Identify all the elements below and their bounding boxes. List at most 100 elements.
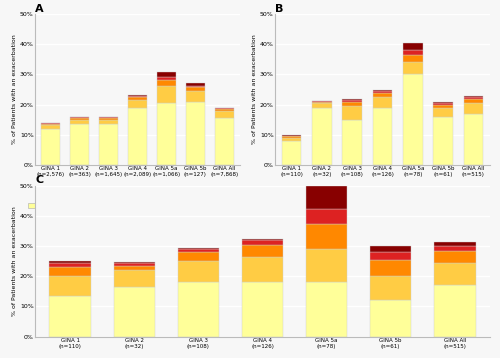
Bar xyxy=(178,261,219,282)
Bar xyxy=(242,282,284,337)
Y-axis label: % of Patients with an exacerbation: % of Patients with an exacerbation xyxy=(12,207,17,316)
Bar xyxy=(157,81,176,87)
Bar xyxy=(70,124,89,165)
Bar xyxy=(114,263,155,266)
Bar xyxy=(306,249,348,282)
Text: C: C xyxy=(35,175,43,185)
Bar xyxy=(178,249,219,252)
Bar xyxy=(434,263,476,285)
Bar xyxy=(242,239,284,240)
Bar xyxy=(178,248,219,249)
Bar xyxy=(282,137,302,141)
Bar xyxy=(114,287,155,337)
Legend: 1, 2, 3, 4, 5+: 1, 2, 3, 4, 5+ xyxy=(28,195,110,209)
Bar xyxy=(372,97,392,107)
Bar xyxy=(434,285,476,337)
Bar xyxy=(372,90,392,91)
Bar xyxy=(42,123,60,124)
Bar xyxy=(242,240,284,245)
Bar xyxy=(50,267,91,276)
Bar xyxy=(214,107,234,108)
Bar xyxy=(312,102,332,103)
Bar xyxy=(433,117,453,165)
Bar xyxy=(434,246,476,251)
Bar xyxy=(42,129,60,165)
Bar xyxy=(306,224,348,249)
Bar xyxy=(114,266,155,270)
Y-axis label: % of Patients with an exacerbation: % of Patients with an exacerbation xyxy=(252,35,257,144)
Bar xyxy=(186,86,204,87)
Bar xyxy=(214,109,234,111)
Bar xyxy=(157,87,176,103)
Bar xyxy=(186,91,204,102)
Bar xyxy=(70,118,89,120)
Bar xyxy=(50,276,91,296)
Bar xyxy=(214,111,234,118)
Bar xyxy=(434,251,476,263)
Bar xyxy=(342,120,362,165)
Bar xyxy=(433,102,453,103)
Bar xyxy=(370,246,412,252)
Bar xyxy=(403,74,422,165)
Bar xyxy=(433,107,453,117)
Text: B: B xyxy=(275,4,283,14)
Bar xyxy=(312,103,332,107)
Bar xyxy=(282,136,302,137)
Bar xyxy=(312,107,332,165)
Y-axis label: % of Patients with an exacerbation: % of Patients with an exacerbation xyxy=(12,35,17,144)
Bar xyxy=(128,96,147,97)
Bar xyxy=(306,186,348,209)
Bar xyxy=(403,50,422,55)
Bar xyxy=(370,260,412,276)
Bar xyxy=(342,106,362,120)
Bar xyxy=(157,103,176,165)
Text: A: A xyxy=(35,4,43,14)
Bar xyxy=(242,257,284,282)
Bar xyxy=(464,103,483,113)
Bar xyxy=(50,261,91,263)
Bar xyxy=(464,113,483,165)
Bar xyxy=(342,100,362,102)
Bar xyxy=(242,245,284,257)
Bar xyxy=(464,97,483,98)
Bar xyxy=(178,282,219,337)
Bar xyxy=(306,209,348,224)
Bar xyxy=(186,83,204,86)
Bar xyxy=(464,98,483,103)
Bar xyxy=(70,117,89,118)
Bar xyxy=(42,124,60,125)
Bar xyxy=(99,117,118,118)
Bar xyxy=(433,105,453,107)
Bar xyxy=(114,262,155,263)
Bar xyxy=(214,118,234,165)
Bar xyxy=(186,87,204,91)
Bar xyxy=(282,141,302,165)
Bar xyxy=(370,276,412,300)
Bar xyxy=(370,300,412,337)
Bar xyxy=(342,98,362,100)
Bar xyxy=(214,108,234,109)
Bar xyxy=(157,77,176,81)
Bar xyxy=(114,270,155,287)
Bar xyxy=(42,125,60,129)
Bar xyxy=(464,96,483,97)
Bar xyxy=(403,43,422,50)
Bar xyxy=(128,95,147,96)
Bar xyxy=(50,296,91,337)
Bar xyxy=(99,124,118,165)
Bar xyxy=(433,103,453,105)
Bar xyxy=(157,72,176,77)
Bar xyxy=(50,263,91,267)
Bar xyxy=(403,55,422,62)
Bar xyxy=(342,102,362,106)
Bar xyxy=(128,107,147,165)
Bar xyxy=(99,118,118,120)
Bar xyxy=(372,107,392,165)
Bar xyxy=(128,97,147,100)
Bar xyxy=(312,101,332,102)
Bar xyxy=(306,282,348,337)
Bar xyxy=(178,252,219,261)
Bar xyxy=(99,120,118,124)
Bar xyxy=(372,91,392,92)
Bar xyxy=(128,100,147,107)
